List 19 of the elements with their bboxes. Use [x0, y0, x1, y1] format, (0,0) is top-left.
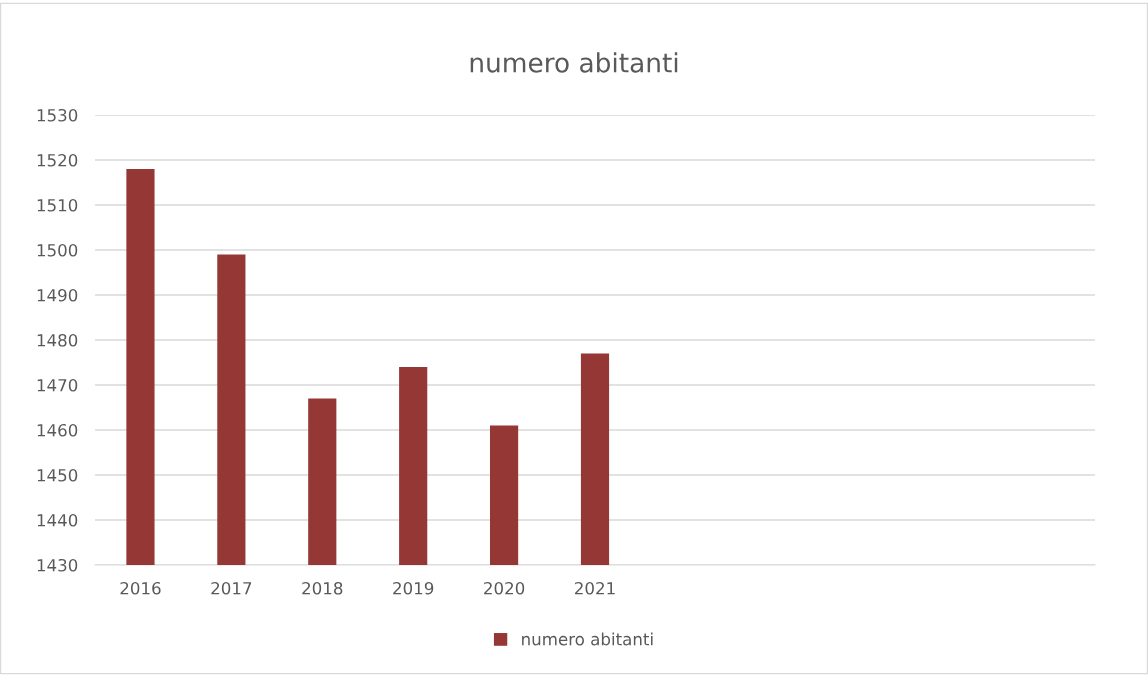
y-tick-label: 1470 — [37, 378, 78, 392]
x-tick-label: 2017 — [211, 581, 252, 595]
y-tick-label: 1480 — [37, 333, 78, 347]
x-tick-label: 2021 — [575, 581, 615, 595]
y-tick-label: 1450 — [37, 468, 78, 482]
x-tick-label: 2018 — [302, 581, 343, 595]
y-tick-label: 1520 — [37, 153, 78, 167]
y-tick-label: 1530 — [37, 108, 78, 122]
y-tick-label: 1430 — [37, 558, 78, 572]
y-tick-label: 1460 — [37, 423, 78, 437]
chart-title: numero abitanti — [470, 52, 678, 73]
y-tick-label: 1500 — [37, 243, 78, 257]
x-tick-label: 2019 — [393, 581, 434, 595]
y-tick-label: 1510 — [37, 198, 78, 212]
y-tick-label: 1490 — [37, 288, 78, 302]
x-tick-label: 2020 — [484, 581, 525, 595]
y-tick-label: 1440 — [37, 513, 78, 527]
legend-label: numero abitanti — [522, 632, 653, 646]
x-tick-label: 2016 — [120, 581, 161, 595]
